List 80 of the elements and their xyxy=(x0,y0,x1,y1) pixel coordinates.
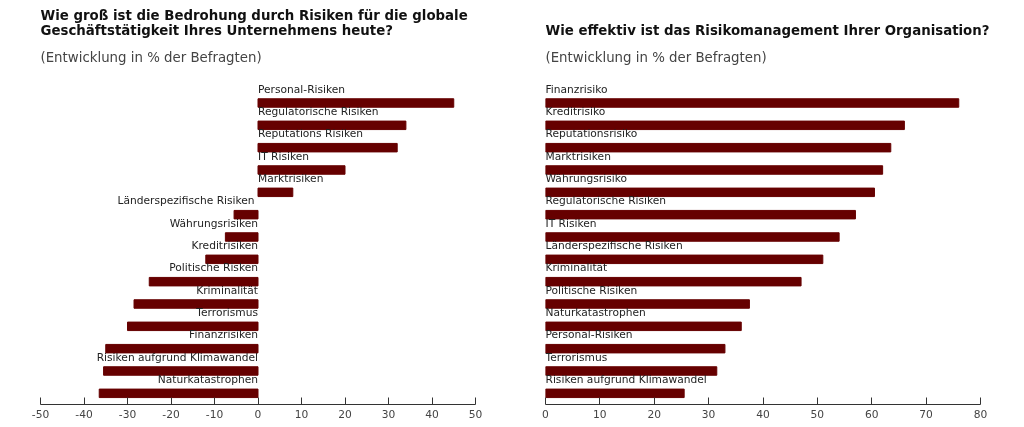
y-tick-label: Terrorismus xyxy=(544,350,608,364)
x-tick-label: -40 xyxy=(75,407,93,421)
bar xyxy=(257,98,455,108)
bar xyxy=(545,276,802,287)
x-tick-label: 20 xyxy=(647,407,662,421)
bar xyxy=(257,165,346,175)
y-tick-label: Regulatorische Risiken xyxy=(258,104,379,118)
y-tick-label: Terrorismus xyxy=(195,305,259,319)
y-tick-label: Währungsrisiko xyxy=(545,171,628,185)
bar xyxy=(545,142,892,153)
bar xyxy=(545,98,960,108)
y-tick-label: Länderspezifische Risiken xyxy=(117,194,255,208)
bar xyxy=(545,343,726,354)
y-tick-label: Kriminalität xyxy=(545,261,608,275)
x-tick-label: 40 xyxy=(425,407,439,421)
bar xyxy=(205,254,259,265)
bar xyxy=(127,321,259,332)
x-tick-label: 10 xyxy=(593,407,607,421)
x-tick-label: 80 xyxy=(973,407,988,421)
x-tick-label: -30 xyxy=(118,407,137,421)
bar xyxy=(103,366,259,376)
bar xyxy=(257,120,407,131)
x-tick-label: 50 xyxy=(810,407,825,421)
chart-subtitle: (Entwicklung in % der Befragten) xyxy=(545,49,767,65)
x-tick-label: -50 xyxy=(31,407,50,421)
bar xyxy=(545,187,875,198)
chart-subtitle: (Entwicklung in % der Befragten) xyxy=(40,49,262,65)
x-tick-label: 30 xyxy=(701,407,716,421)
bar xyxy=(257,187,294,198)
bar xyxy=(233,209,259,220)
x-tick-label: 40 xyxy=(756,407,770,421)
bar xyxy=(148,276,259,287)
x-tick-label: 60 xyxy=(864,407,879,421)
bar xyxy=(133,299,259,309)
y-tick-label: Reputations Risiken xyxy=(258,127,364,141)
x-tick-label: -10 xyxy=(205,407,224,421)
y-tick-label: Reputationsrisiko xyxy=(545,127,638,141)
y-tick-label: Naturkatastrophen xyxy=(545,305,646,319)
bar xyxy=(545,209,856,220)
y-tick-label: Risiken aufgrund Klimawandel xyxy=(96,350,259,364)
y-tick-label: Personal-Risiken xyxy=(258,82,346,96)
y-tick-label: Risiken aufgrund Klimawandel xyxy=(545,372,707,386)
x-tick-label: 0 xyxy=(542,407,550,421)
x-tick-label: 70 xyxy=(919,407,934,421)
x-tick-label: 50 xyxy=(468,407,483,421)
y-tick-label: Länderspezifische Risiken xyxy=(545,238,683,252)
bar xyxy=(545,165,884,175)
y-tick-label: Währungsrisiken xyxy=(169,216,259,230)
x-tick-label: 10 xyxy=(294,407,309,421)
bar xyxy=(545,299,750,309)
bar xyxy=(545,388,685,399)
y-tick-label: Regulatorische Risiken xyxy=(545,194,667,208)
y-tick-label: IT Risiken xyxy=(545,216,597,230)
y-tick-label: Kreditrisiken xyxy=(191,238,259,252)
y-tick-label: Naturkatastrophen xyxy=(157,372,258,386)
bar xyxy=(98,388,259,399)
bar xyxy=(224,232,259,242)
y-tick-label: Kriminalität xyxy=(196,283,258,297)
y-tick-label: IT Risiken xyxy=(258,149,310,163)
x-tick-label: -20 xyxy=(162,407,180,421)
bar xyxy=(545,120,905,131)
x-tick-label: 20 xyxy=(338,407,352,421)
bar xyxy=(545,366,718,376)
bar xyxy=(545,254,824,265)
y-tick-label: Kreditrisiko xyxy=(545,104,606,118)
y-tick-label: Politische Risken xyxy=(169,261,259,275)
chart-title: Wie groß ist die Bedrohung durch Risiken für die globale Geschäftstätigkeit Ihres Unternehmens heute? xyxy=(40,7,468,38)
y-tick-label: Politische Risiken xyxy=(545,283,638,297)
bar xyxy=(545,232,840,242)
y-tick-label: Marktrisiken xyxy=(545,149,611,163)
x-tick-label: 0 xyxy=(254,407,262,421)
bar xyxy=(105,343,259,354)
x-tick-label: 30 xyxy=(381,407,396,421)
y-tick-label: Finanzrisiken xyxy=(189,328,259,342)
y-tick-label: Personal-Risiken xyxy=(545,328,633,342)
y-tick-label: Finanzrisiko xyxy=(545,82,608,96)
chart-title: Wie effektiv ist das Risikomanagement Ihrer Organisation? xyxy=(545,22,990,38)
y-tick-label: Marktrisiken xyxy=(258,171,324,185)
bar xyxy=(257,142,398,153)
bar xyxy=(545,321,742,332)
